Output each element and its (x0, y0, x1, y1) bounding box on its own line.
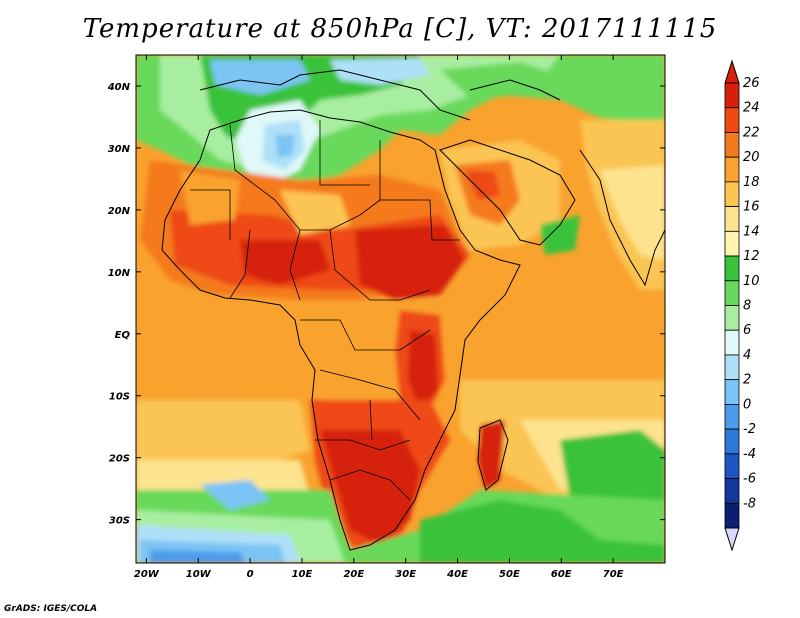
colorbar-swatch (724, 453, 740, 479)
colorbar-swatch (724, 181, 740, 208)
colorbar-swatch (724, 478, 740, 504)
map-title: Temperature at 850hPa [C], VT: 201711111… (82, 14, 718, 44)
colorbar-swatch (724, 403, 740, 430)
lat-tick-label: 30S (109, 516, 130, 527)
colorbar-swatch (724, 502, 740, 529)
lat-tick-label: 10N (108, 268, 131, 279)
colorbar-swatch (724, 156, 740, 183)
colorbar-label: 20 (743, 150, 760, 165)
lon-tick-label: 30E (395, 569, 416, 580)
lon-tick-label: 0 (247, 569, 254, 580)
lon-tick-label: 50E (499, 569, 520, 580)
colorbar-label: -4 (743, 447, 756, 462)
colorbar-swatch (724, 329, 740, 356)
colorbar-swatch (724, 206, 740, 232)
country-borders (190, 120, 460, 501)
colorbar-swatch (724, 255, 740, 282)
lat-tick-label: 20N (108, 206, 131, 217)
colorbar-label: 18 (743, 175, 760, 190)
credit-text: GrADS: IGES/COLA (4, 604, 98, 614)
lon-tick-label: 10E (292, 569, 313, 580)
colorbar-label: 6 (743, 323, 751, 338)
lat-tick-label: 30N (108, 144, 131, 155)
lat-tick-label: 20S (109, 454, 130, 465)
colorbar-label: 0 (743, 397, 751, 412)
colorbar-label: -8 (743, 496, 756, 511)
colorbar-label: 2 (743, 373, 751, 388)
colorbar-swatch (724, 280, 740, 306)
map-frame (135, 54, 666, 564)
colorbar-swatch (724, 82, 740, 109)
colorbar-label: 12 (743, 249, 760, 264)
colorbar-swatch (724, 132, 740, 158)
lon-tick-label: 40E (446, 569, 468, 580)
temperature-field (136, 55, 665, 563)
lat-tick-label: 10S (109, 392, 130, 403)
colorbar-swatch (724, 230, 740, 257)
colorbar-swatch (724, 379, 740, 405)
lon-tick-label: 20E (343, 569, 364, 580)
lon-tick-label: 70E (603, 569, 624, 580)
colorbar-label: 26 (743, 76, 760, 91)
coastlines (161, 69, 665, 551)
colorbar-label: -2 (743, 422, 756, 437)
colorbar-swatch (724, 354, 740, 381)
lat-tick-label: EQ (115, 330, 131, 341)
lon-tick-label: 10W (186, 569, 212, 580)
colorbar-swatch (724, 305, 740, 331)
colorbar-bottom-arrow (724, 527, 740, 552)
colorbar-label: 4 (743, 348, 751, 363)
lat-tick-label: 40N (107, 82, 131, 93)
colorbar-swatch (724, 428, 740, 455)
colorbar-label: 16 (743, 200, 760, 215)
colorbar-label: -6 (743, 472, 756, 487)
colorbar-label: 14 (743, 224, 760, 239)
colorbar-label: 24 (743, 101, 760, 116)
longitude-axis: 20W 10W 0 10E 20E 30E 40E 50E 60E 70E (134, 55, 624, 580)
latitude-axis: 40N 30N 20N 10N EQ 10S 20S 30S (107, 82, 665, 527)
colorbar-top-arrow (724, 59, 740, 84)
colorbar-label: 8 (743, 299, 751, 314)
colorbar-label: 10 (743, 274, 760, 289)
colorbar-label: 22 (743, 125, 760, 140)
lon-tick-label: 60E (551, 569, 572, 580)
colorbar-swatch (724, 107, 740, 133)
lon-tick-label: 20W (134, 569, 160, 580)
